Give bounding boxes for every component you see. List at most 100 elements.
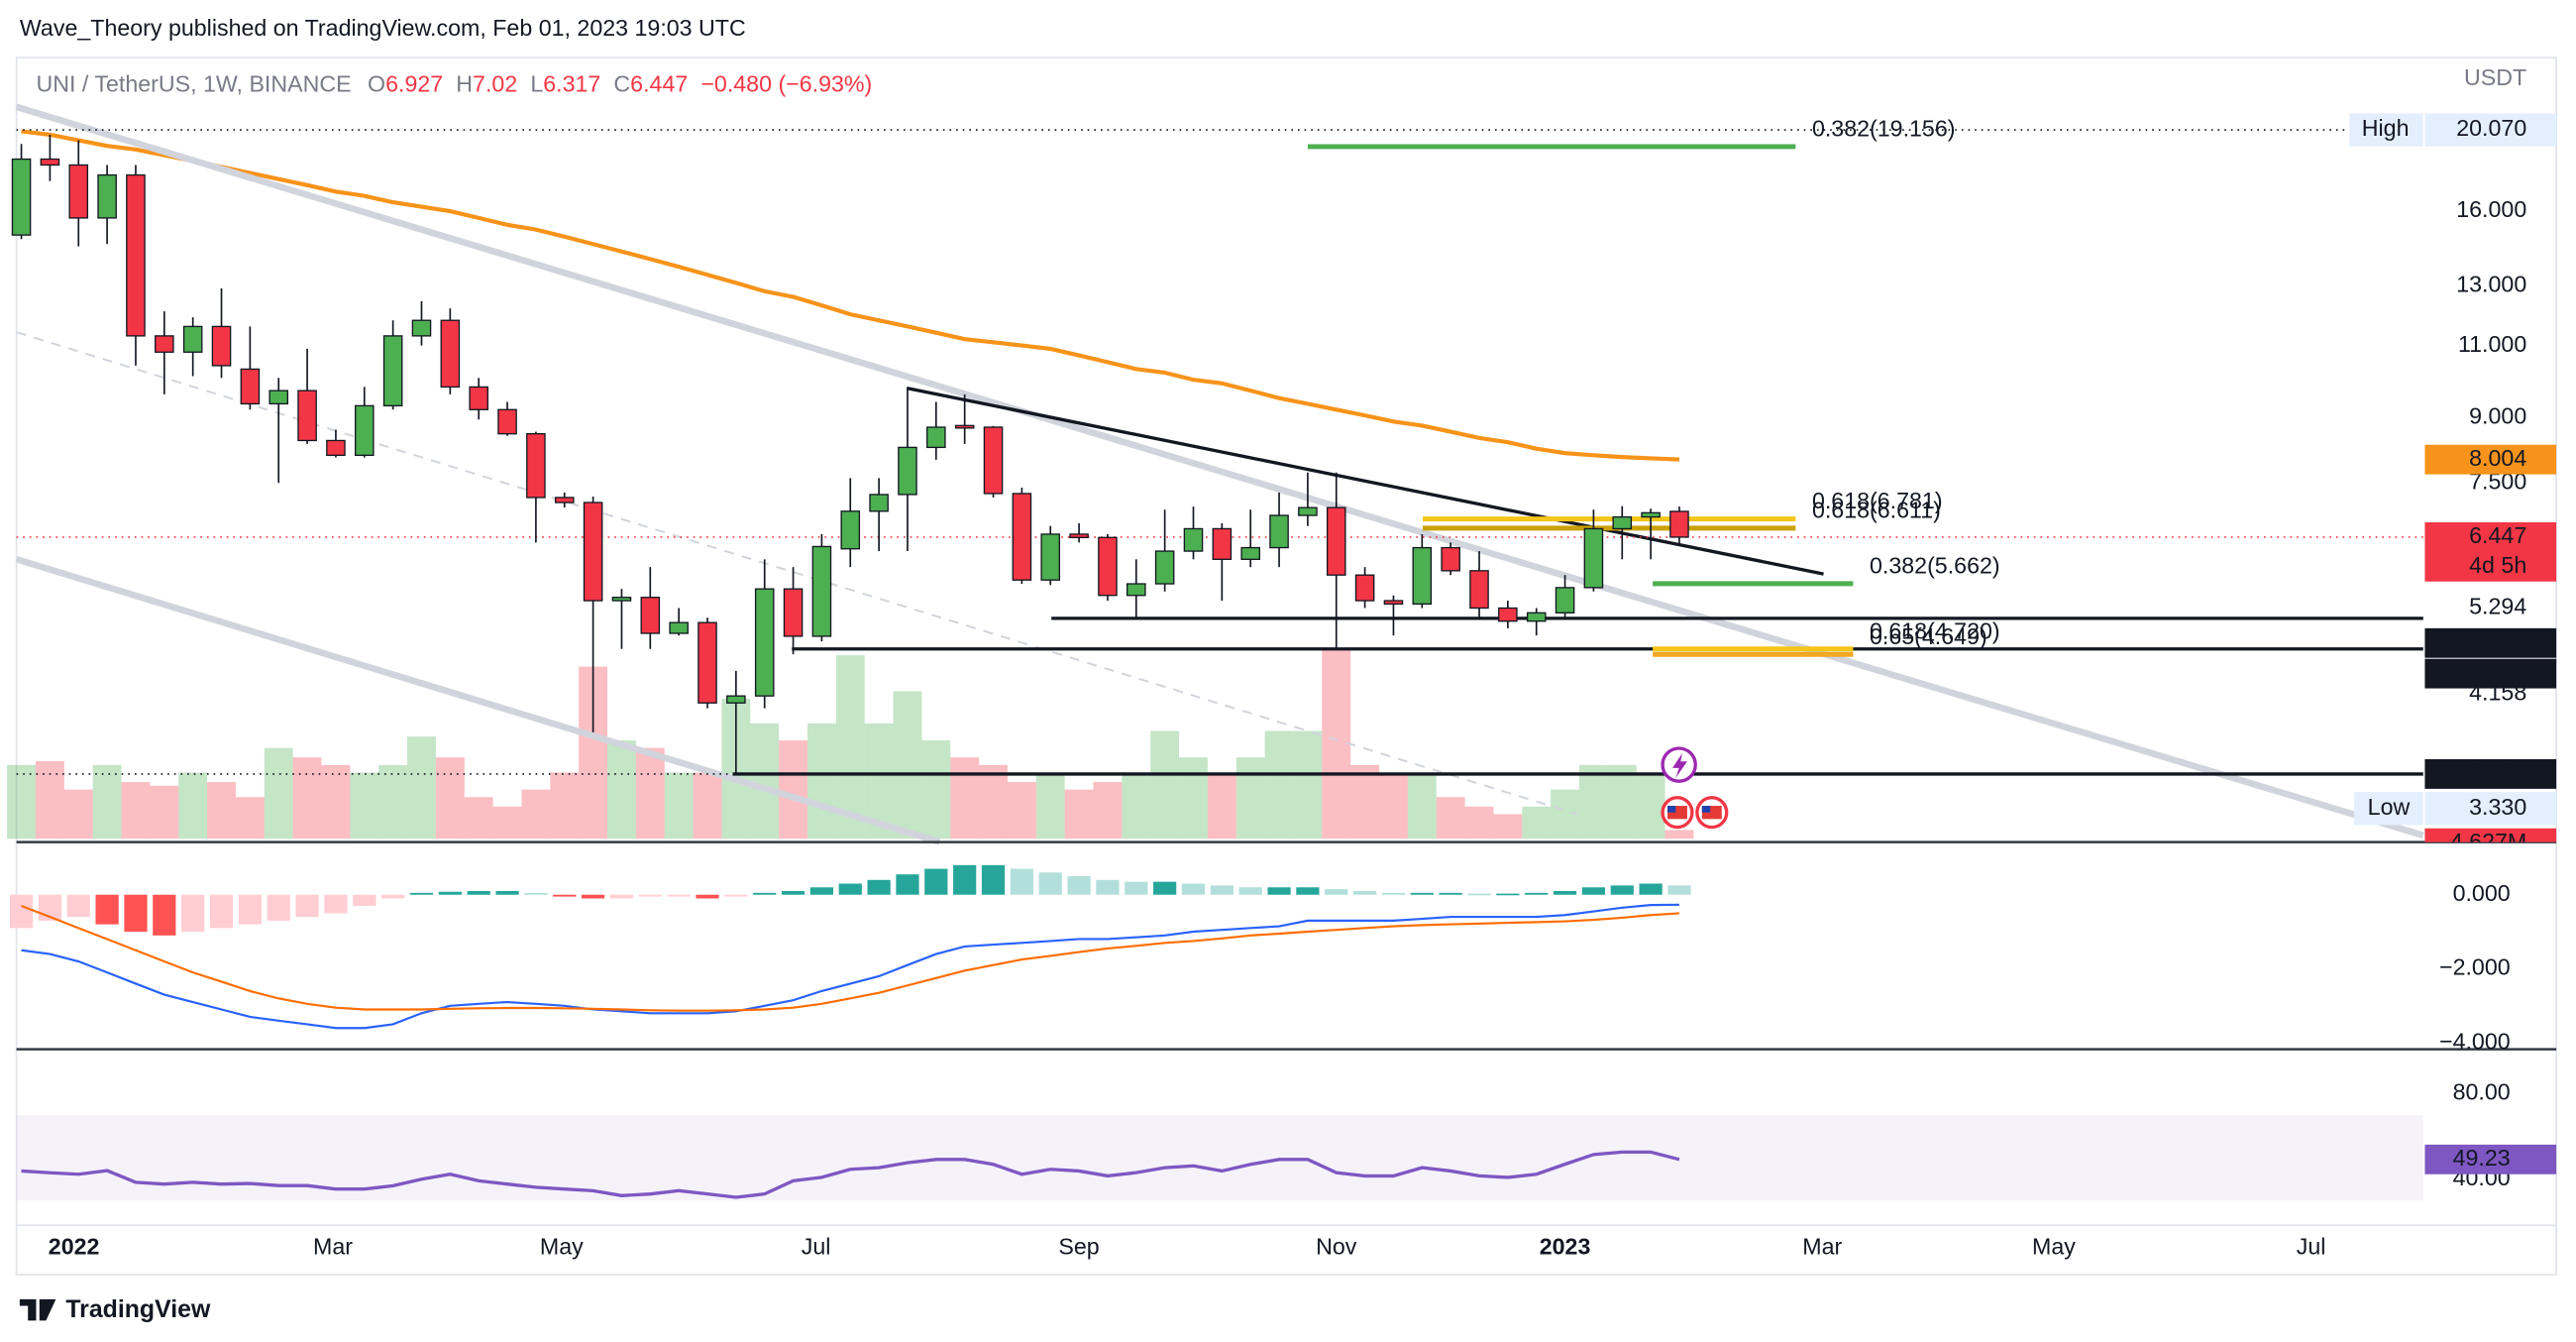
candle-body <box>240 368 261 405</box>
ohlc-letter: L <box>530 70 543 96</box>
ema-label: 8.004 <box>2469 445 2526 471</box>
candle-body <box>1469 570 1489 610</box>
candle-body <box>182 325 203 353</box>
lightning-glyph <box>1672 752 1687 778</box>
candle-body <box>726 695 746 704</box>
candle-body <box>1555 587 1575 614</box>
candle-body <box>1183 527 1204 552</box>
flag-glyph <box>1701 806 1711 813</box>
x-tick-label: 2022 <box>49 1234 100 1260</box>
triangle-line <box>906 386 1824 576</box>
volume-bar <box>1293 730 1323 839</box>
candle-body <box>1383 600 1404 606</box>
volume-bar <box>693 772 722 839</box>
candle-body <box>1612 515 1633 530</box>
macd-histogram-bar <box>809 887 834 895</box>
x-tick-label: Mar <box>313 1234 353 1260</box>
macd-histogram-bar <box>1210 885 1234 895</box>
high-value-box <box>2424 113 2557 147</box>
change-label: −0.480 (−6.93%) <box>700 70 872 96</box>
ohlc-value: 6.927 <box>385 70 443 96</box>
volume-bar <box>1636 772 1665 839</box>
candle-body <box>583 502 603 602</box>
fib-label: 0.618(4.720) <box>1870 617 2000 643</box>
macd-histogram-bar <box>9 894 34 929</box>
candle-body <box>382 335 403 407</box>
candle-body <box>1354 574 1375 602</box>
volume-bar <box>1207 772 1236 839</box>
volume-bar <box>1179 757 1208 839</box>
macd-histogram-bar <box>95 894 119 925</box>
candle-body <box>1498 607 1518 622</box>
macd-histogram-bar <box>1096 879 1120 895</box>
macd-histogram-bar <box>1267 887 1291 895</box>
volume-bar <box>893 691 922 839</box>
x-tick-label: May <box>540 1234 584 1260</box>
macd-histogram-bar <box>724 894 748 897</box>
ohlc-value: 6.317 <box>543 70 600 96</box>
volume-label-box <box>2424 828 2557 842</box>
macd-histogram-bar <box>467 890 490 895</box>
symbol-title: UNI / TetherUS, 1W, BINANCE <box>36 70 351 96</box>
low-pill <box>2354 792 2423 826</box>
volume-bar <box>1064 789 1094 839</box>
volume-bar <box>464 797 493 839</box>
candle-body <box>268 390 289 405</box>
volume-bar <box>950 757 980 839</box>
publisher-header: Wave_Theory published on TradingView.com… <box>20 15 746 41</box>
low-name: Low <box>2368 794 2411 820</box>
ema-line <box>21 129 1680 462</box>
rsi-label: 49.23 <box>2453 1145 2511 1171</box>
volume-bar <box>1122 772 1151 839</box>
macd-histogram-bar <box>267 894 290 921</box>
volume-bar <box>1407 772 1437 839</box>
macd-histogram-bar <box>953 864 977 895</box>
volume-bar <box>492 806 522 839</box>
candle-body <box>754 588 775 697</box>
volume-bar <box>635 747 665 839</box>
macd-histogram-bar <box>1010 868 1033 895</box>
candle-body <box>1154 550 1175 585</box>
macd-histogram-bar <box>696 894 719 899</box>
candle-body <box>297 390 317 442</box>
y-tick-label: 5.294 <box>2469 593 2526 618</box>
footer-brand: TradingView <box>65 1295 211 1323</box>
volume-bar <box>1379 772 1408 839</box>
candle-body <box>811 545 832 637</box>
volume-bar <box>979 764 1008 839</box>
volume-bar <box>1578 764 1608 839</box>
volume-bar <box>235 797 265 839</box>
level-label-box <box>2424 658 2557 689</box>
macd-histogram-bar <box>781 890 805 895</box>
macd-histogram-bar <box>1639 883 1663 895</box>
fib-label: 0.65(4.649) <box>1870 623 1987 649</box>
fib-label: 0.618(6.611) <box>1812 497 1941 522</box>
macd-histogram-bar <box>1296 887 1320 895</box>
candle-body <box>326 439 346 457</box>
candle-body <box>1583 527 1604 589</box>
volume-bar <box>1150 730 1180 839</box>
high-name: High <box>2362 115 2410 141</box>
macd-histogram-bar <box>867 879 891 895</box>
macd-histogram-bar <box>1153 881 1177 895</box>
macd-histogram-bar <box>1067 876 1091 895</box>
candle-body <box>526 433 546 499</box>
volume-bar <box>207 782 236 839</box>
candle-body <box>840 510 861 550</box>
y-tick-label: 9.000 <box>2469 402 2526 428</box>
macd-histogram-bar <box>1181 883 1206 895</box>
macd-histogram-bar <box>238 894 262 925</box>
macd-line <box>21 903 1679 1030</box>
candle-body <box>1240 546 1260 560</box>
candle-body <box>1441 546 1460 572</box>
volume-bar <box>1235 757 1265 839</box>
candle-body <box>554 497 575 503</box>
candle-body <box>469 386 488 410</box>
y-tick-label: 13.000 <box>2456 271 2526 296</box>
candle-body <box>611 597 632 602</box>
macd-histogram-bar <box>524 892 548 895</box>
ohlc-value: 6.447 <box>630 70 688 96</box>
x-tick-label: Sep <box>1058 1234 1099 1260</box>
